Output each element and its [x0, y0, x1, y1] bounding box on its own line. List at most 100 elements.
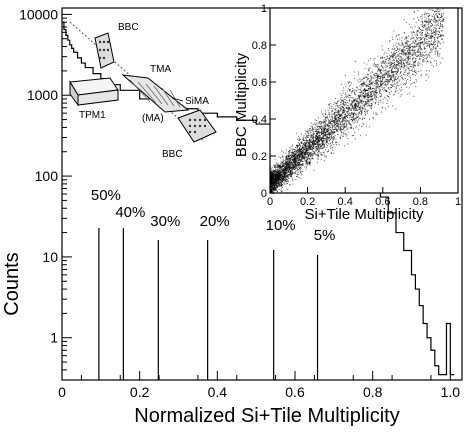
scatter-point [388, 58, 390, 60]
scatter-point [280, 157, 282, 159]
scatter-point [405, 45, 406, 47]
scatter-point [403, 60, 405, 62]
centrality-label: 30% [150, 213, 180, 230]
scatter-point [341, 116, 343, 118]
scatter-point [368, 100, 370, 102]
scatter-point [435, 14, 436, 16]
bbc-element [188, 118, 192, 122]
scatter-point [412, 54, 414, 55]
scatter-point [322, 114, 324, 116]
scatter-point [434, 17, 436, 19]
diagram-label-sima: SiMA [185, 96, 209, 107]
scatter-point [275, 170, 276, 172]
scatter-point [335, 126, 337, 128]
scatter-point [335, 103, 337, 105]
scatter-point [382, 70, 384, 72]
scatter-point [411, 73, 413, 75]
scatter-point [284, 174, 286, 176]
scatter-point [283, 175, 285, 177]
scatter-point [272, 169, 274, 171]
scatter-point [402, 51, 404, 53]
scatter-point [407, 45, 409, 47]
scatter-point [325, 114, 327, 115]
scatter-point [304, 159, 306, 161]
scatter-point [292, 154, 294, 156]
scatter-point [425, 42, 427, 44]
scatter-point [338, 107, 340, 109]
scatter-point [356, 110, 358, 111]
scatter-point [293, 159, 295, 161]
scatter-point [370, 75, 372, 77]
scatter-point [356, 107, 358, 109]
scatter-point [376, 75, 378, 77]
scatter-point [280, 172, 281, 174]
scatter-point [323, 140, 325, 142]
scatter-point [278, 167, 280, 169]
scatter-point [384, 73, 386, 75]
scatter-point [287, 158, 288, 160]
scatter-point [406, 40, 408, 42]
scatter-point [305, 141, 307, 143]
scatter-point [371, 99, 373, 100]
scatter-point [294, 161, 296, 163]
scatter-point [292, 160, 294, 162]
scatter-point [296, 161, 298, 163]
scatter-point [429, 56, 431, 58]
scatter-point [272, 191, 274, 192]
scatter-point [414, 46, 416, 48]
scatter-point [367, 85, 369, 87]
scatter-point [374, 97, 376, 99]
scatter-point [335, 121, 337, 123]
scatter-point [400, 45, 402, 47]
scatter-point [392, 67, 394, 68]
scatter-point [318, 135, 320, 137]
scatter-point [273, 172, 275, 173]
scatter-point [333, 136, 335, 138]
scatter-point [316, 122, 318, 124]
scatter-point [374, 57, 376, 59]
scatter-point [435, 48, 436, 50]
scatter-point [412, 41, 414, 43]
scatter-point [307, 146, 309, 148]
scatter-point [295, 147, 296, 149]
scatter-point [406, 43, 408, 45]
scatter-point [431, 37, 433, 39]
scatter-point [393, 52, 395, 54]
scatter-point [272, 177, 274, 178]
scatter-point [307, 141, 309, 143]
scatter-point [428, 15, 430, 17]
scatter-point [308, 142, 310, 143]
scatter-point [336, 122, 338, 124]
scatter-point [415, 51, 416, 53]
scatter-point [340, 121, 342, 123]
scatter-point [420, 47, 422, 49]
scatter-point [415, 59, 417, 61]
scatter-point [296, 174, 298, 175]
scatter-point [279, 175, 281, 177]
scatter-point [303, 156, 305, 158]
scatter-point [335, 128, 337, 130]
scatter-point [354, 118, 356, 119]
scatter-point [437, 8, 439, 10]
scatter-point [270, 171, 272, 173]
scatter-point [368, 105, 370, 107]
scatter-point [396, 46, 397, 48]
scatter-point [371, 84, 373, 86]
scatter-point [394, 80, 396, 82]
scatter-point [424, 16, 426, 18]
scatter-point [332, 131, 334, 133]
scatter-point [310, 152, 312, 154]
scatter-point [376, 96, 377, 98]
scatter-point [276, 185, 278, 187]
scatter-point [298, 161, 300, 163]
inset-scatter-points [270, 8, 444, 194]
scatter-point [271, 187, 273, 189]
scatter-point [369, 126, 371, 128]
scatter-point [339, 113, 340, 115]
scatter-point [374, 90, 376, 92]
scatter-point [349, 84, 351, 86]
scatter-point [270, 191, 272, 193]
scatter-point [287, 181, 289, 182]
scatter-point [334, 115, 336, 117]
scatter-point [296, 155, 298, 157]
